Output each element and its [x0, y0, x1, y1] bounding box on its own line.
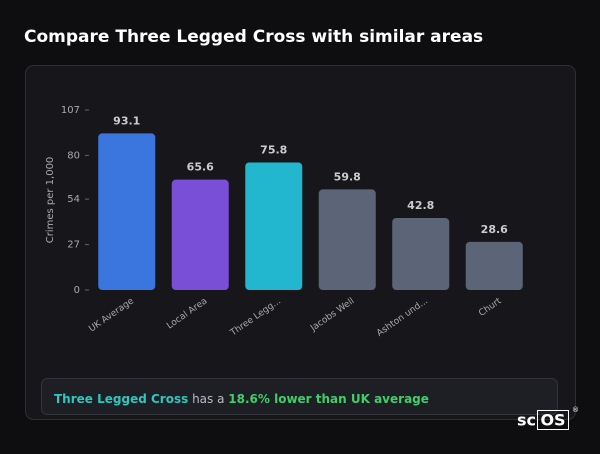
- y-tick-label: 0: [74, 285, 80, 296]
- summary-area: Three Legged Cross: [54, 392, 188, 406]
- bar: [171, 179, 229, 290]
- logo-boxed: OS: [540, 411, 565, 430]
- summary-highlight: 18.6% lower than UK average: [228, 392, 429, 406]
- bar: [465, 241, 523, 290]
- bar: [245, 162, 303, 290]
- summary-connector: has a: [192, 392, 224, 406]
- summary-box: [41, 378, 558, 415]
- page-title: Compare Three Legged Cross with similar …: [24, 27, 483, 47]
- logo-box: [537, 410, 569, 430]
- y-tick-label: 27: [67, 240, 80, 251]
- value-label: 93.1: [113, 114, 140, 127]
- summary: Three Legged Cross has a 18.6% lower tha…: [54, 392, 429, 406]
- bar: [98, 133, 156, 290]
- bar: [318, 189, 376, 290]
- y-tick-label: 107: [61, 105, 80, 116]
- y-tick-label: 54: [67, 194, 80, 205]
- logo-mark: ®: [572, 406, 579, 414]
- value-label: 75.8: [260, 143, 287, 156]
- y-axis-label: Crimes per 1,000: [45, 157, 56, 244]
- value-label: 42.8: [407, 199, 434, 212]
- bar: [392, 218, 450, 290]
- logo-prefix: sc: [517, 411, 536, 430]
- value-label: 28.6: [481, 223, 508, 236]
- y-tick-label: 80: [67, 150, 80, 161]
- value-label: 59.8: [334, 170, 361, 183]
- value-label: 65.6: [187, 161, 214, 174]
